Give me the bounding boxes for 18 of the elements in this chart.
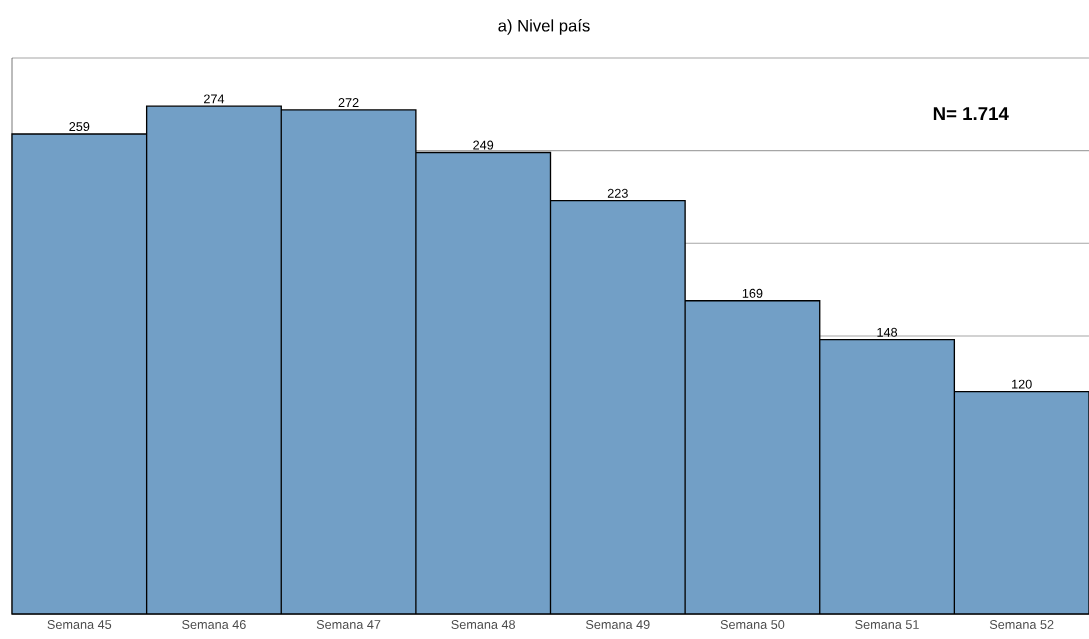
x-tick-label: Semana 49 bbox=[586, 620, 650, 629]
x-tick-label: Semana 50 bbox=[720, 620, 785, 629]
annotation: N= 1.714 bbox=[933, 107, 1009, 121]
data-label: 249 bbox=[473, 140, 494, 150]
data-label: 274 bbox=[204, 94, 225, 104]
x-tick-label: Semana 45 bbox=[47, 620, 112, 629]
data-label: 259 bbox=[69, 122, 90, 132]
x-tick-label: Semana 47 bbox=[316, 620, 381, 629]
x-tick-label: Semana 48 bbox=[451, 620, 516, 629]
data-label: 223 bbox=[607, 188, 628, 198]
data-label: 120 bbox=[1012, 379, 1032, 389]
data-label: 272 bbox=[338, 98, 359, 107]
x-tick-label: Semana 51 bbox=[855, 620, 919, 629]
x-tick-label: Semana 46 bbox=[182, 620, 246, 629]
chart-title: a) Nivel país bbox=[498, 19, 590, 35]
data-label: 169 bbox=[742, 288, 763, 298]
x-tick-label: Semana 52 bbox=[989, 620, 1054, 629]
data-label: 148 bbox=[877, 327, 898, 337]
